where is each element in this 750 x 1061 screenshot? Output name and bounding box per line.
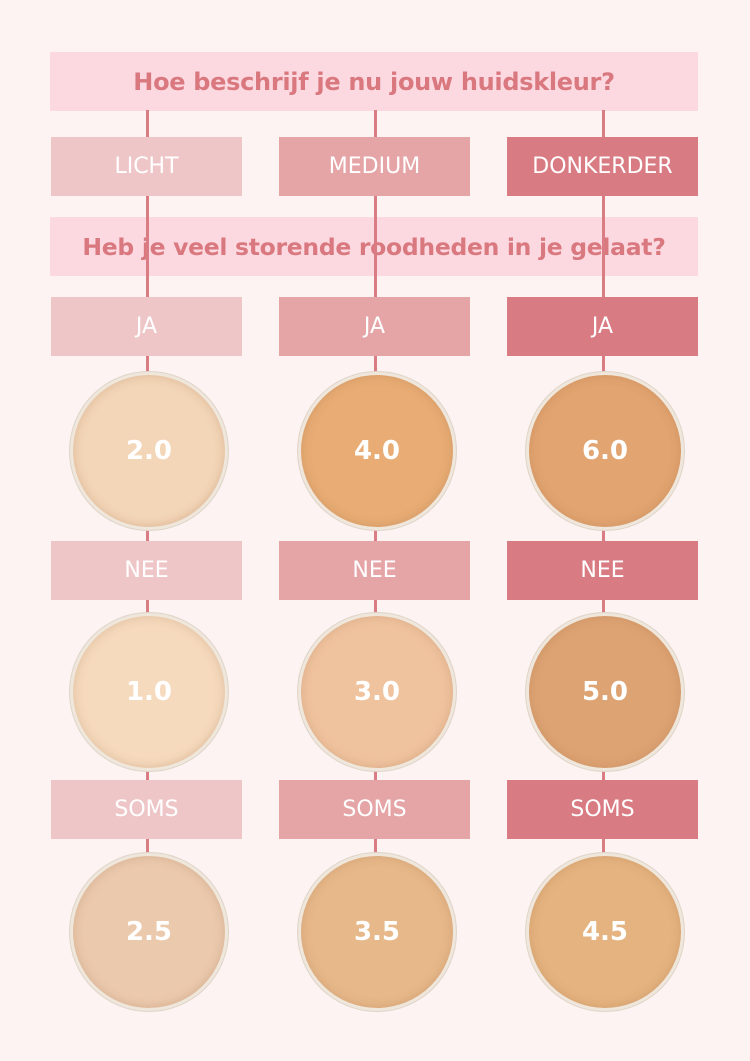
shade-number: 1.0: [125, 677, 173, 707]
shade-number: 2.0: [125, 436, 173, 466]
answer-box-soms: SOMS: [279, 780, 470, 839]
shade-number: 3.5: [353, 917, 401, 947]
powder-swatch: 2.5: [70, 853, 228, 1011]
answer-box-nee: NEE: [507, 541, 698, 600]
shade-number: 4.0: [353, 436, 401, 466]
answer-box-ja: JA: [51, 297, 242, 356]
shade-number: 2.5: [125, 917, 173, 947]
powder-swatch: 2.0: [70, 372, 228, 530]
tone-box-light: LICHT: [51, 137, 242, 196]
shade-number: 6.0: [581, 436, 629, 466]
powder-swatch: 4.0: [298, 372, 456, 530]
powder-swatch: 3.5: [298, 853, 456, 1011]
tone-box-medium: MEDIUM: [279, 137, 470, 196]
tone-box-dark: DONKERDER: [507, 137, 698, 196]
answer-box-soms: SOMS: [507, 780, 698, 839]
answer-box-nee: NEE: [279, 541, 470, 600]
answer-box-ja: JA: [279, 297, 470, 356]
powder-swatch: 5.0: [526, 613, 684, 771]
powder-swatch: 6.0: [526, 372, 684, 530]
shade-number: 5.0: [581, 677, 629, 707]
powder-swatch: 1.0: [70, 613, 228, 771]
shade-number: 4.5: [581, 917, 629, 947]
powder-swatch: 4.5: [526, 853, 684, 1011]
answer-box-soms: SOMS: [51, 780, 242, 839]
answer-box-ja: JA: [507, 297, 698, 356]
powder-swatch: 3.0: [298, 613, 456, 771]
shade-number: 3.0: [353, 677, 401, 707]
answer-box-nee: NEE: [51, 541, 242, 600]
question-skin-tone: Hoe beschrijf je nu jouw huidskleur?: [50, 52, 698, 111]
